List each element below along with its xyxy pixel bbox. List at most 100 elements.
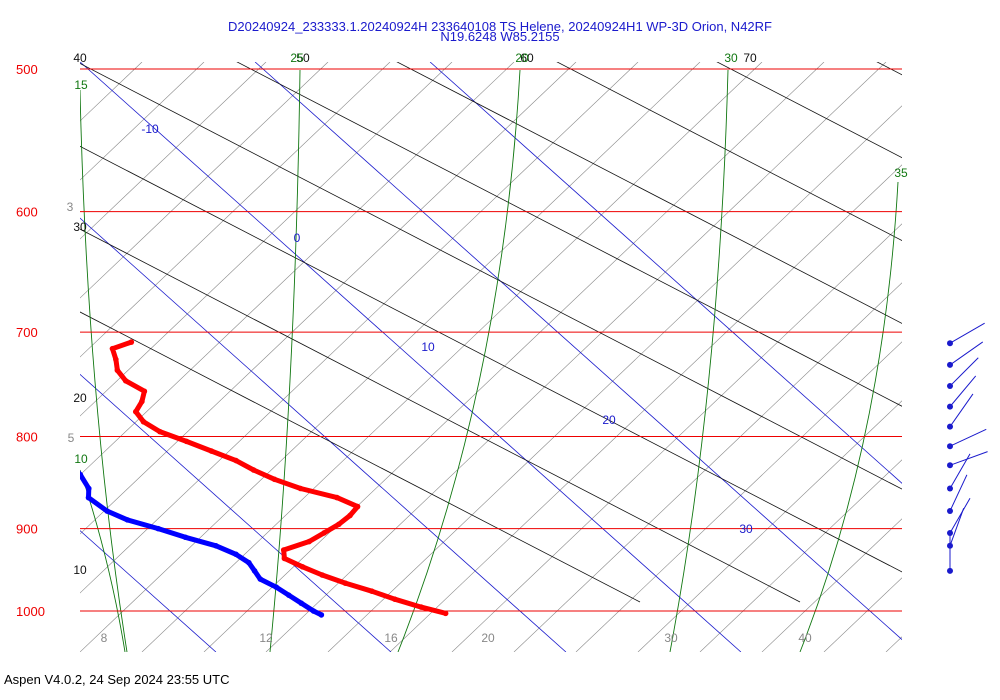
mixing-ratio-line [80, 62, 391, 358]
dewpoint-profile-point [251, 568, 258, 574]
temperature-profile-point [109, 345, 116, 352]
isotherm-label: -10 [141, 122, 159, 136]
mixing-ratio-line [141, 62, 763, 652]
temperature-profile-point [140, 418, 147, 425]
mixing-ratio-line [80, 62, 205, 181]
dry-adiabat-label: 40 [73, 51, 87, 65]
dewpoint-profile-point [65, 458, 71, 464]
wind-barb-station-dot [947, 383, 953, 390]
pressure-tick-label: 700 [16, 325, 38, 340]
moist-adiabat-label: 35 [894, 166, 908, 180]
dry-adiabat-line [80, 62, 902, 490]
dry-adiabat-label: 70 [743, 51, 757, 65]
temperature-profile-point [139, 398, 145, 405]
dry-adiabat-line [396, 62, 902, 324]
bottom-axis-label: 8 [101, 631, 108, 645]
bottom-axis-label: 20 [481, 631, 495, 645]
temperature-profile-point [113, 356, 119, 363]
wind-barb-shaft [949, 428, 987, 447]
isotherm-line [80, 217, 567, 652]
wind-barb-station-dot [947, 361, 953, 368]
temperature-profile-point [233, 457, 239, 464]
pressure-tick-label: 800 [16, 430, 38, 445]
dry-adiabat-label: 10 [73, 563, 87, 577]
temperature-profile-point [141, 388, 148, 395]
mixing-ratio-line [761, 518, 902, 652]
temperature-profile-point [299, 563, 306, 570]
temperature-profile-point [347, 512, 353, 519]
mixing-ratio-line [265, 62, 887, 652]
pressure-tick-label: 500 [16, 62, 38, 77]
mixing-ratio-line [80, 62, 143, 122]
wind-barb-station-dot [947, 567, 953, 574]
wind-barb-station-dot [947, 485, 953, 492]
mixing-ratio-label: 3 [67, 200, 74, 214]
dewpoint-profile-point [85, 494, 92, 501]
temperature-profile-point [391, 596, 398, 602]
dry-adiabat-line [80, 145, 902, 573]
temperature-profile-point [319, 572, 325, 578]
dry-adiabat-label: 50 [296, 51, 310, 65]
wind-barb-shaft [949, 474, 968, 512]
wind-barb-shaft [949, 508, 965, 546]
wind-barb-station-dot [947, 443, 953, 450]
dry-adiabat-label: 30 [73, 220, 87, 234]
temperature-profile-point [334, 494, 340, 501]
mixing-ratio-line [80, 62, 81, 63]
wind-barb-station-dot [947, 403, 953, 410]
dewpoint-profile-point [124, 517, 131, 523]
mixing-ratio-line [327, 105, 902, 652]
dewpoint-profile-point [257, 576, 264, 582]
temperature-profile-point [157, 428, 163, 435]
moist-adiabat-curve [80, 89, 128, 652]
temperature-profile-point [281, 555, 288, 562]
chart-title-line1: D20240924_233333.1.20240924H 233640108 T… [228, 19, 772, 34]
dewpoint-profile-point [286, 592, 292, 599]
temperature-profile-point [306, 538, 313, 545]
moist-adiabat-label: 25 [290, 51, 304, 65]
dewpoint-profile-point [155, 525, 162, 532]
wind-barb-station-dot [947, 423, 953, 430]
temperature-profile-point [183, 438, 190, 445]
temperature-profile-point [418, 604, 424, 610]
temperature-profile-point [321, 530, 327, 536]
dewpoint-profile-point [53, 443, 59, 449]
mixing-ratio-line [80, 62, 639, 594]
temperature-profile-point [114, 367, 121, 374]
isotherm-label: 20 [602, 413, 616, 427]
moist-adiabat-label: 30 [724, 51, 738, 65]
wind-barb-shaft [949, 322, 985, 344]
bottom-axis-label: 30 [664, 631, 678, 645]
dewpoint-profile-point [34, 414, 40, 420]
temperature-profile-point [342, 580, 349, 586]
moist-adiabat-label: 15 [74, 78, 88, 92]
pressure-tick-label: 600 [16, 205, 38, 220]
temperature-profile-point [354, 503, 361, 510]
dewpoint-profile-point [17, 383, 23, 389]
chart-axis-labels: 500 600 700 800 900 1000 -10 0 10 20 30 8 12 16 20 30 40… [16, 51, 908, 645]
dewpoint-profile-point [43, 429, 49, 435]
temperature-profile-point [297, 485, 304, 492]
temperature-profile-point [208, 448, 215, 454]
bottom-axis-label: 12 [259, 631, 273, 645]
mixing-ratio-label: 5 [68, 431, 75, 445]
moist-adiabat-label: 10 [74, 452, 88, 466]
mixing-ratio-line [885, 636, 902, 652]
mixing-ratio-line [513, 282, 902, 652]
temperature-profile-point [369, 588, 375, 595]
mixing-ratio-line [637, 400, 902, 652]
moist-adiabat-curve [799, 181, 899, 652]
dewpoint-profile-point [80, 471, 84, 478]
dewpoint-profile-point [182, 534, 189, 541]
wind-barb-shaft [949, 453, 971, 489]
temperature-profile-point [442, 610, 449, 617]
dewpoint-profile-point [298, 600, 304, 606]
temperature-profile-point [132, 408, 139, 415]
isotherm-line [254, 62, 902, 641]
wind-barbs [947, 322, 988, 574]
mixing-ratio-line [823, 577, 902, 652]
mixing-ratio-line [203, 62, 825, 652]
mixing-ratio-line [80, 62, 515, 476]
chart-title-line2: N19.6248 W85.2155 [440, 29, 559, 44]
